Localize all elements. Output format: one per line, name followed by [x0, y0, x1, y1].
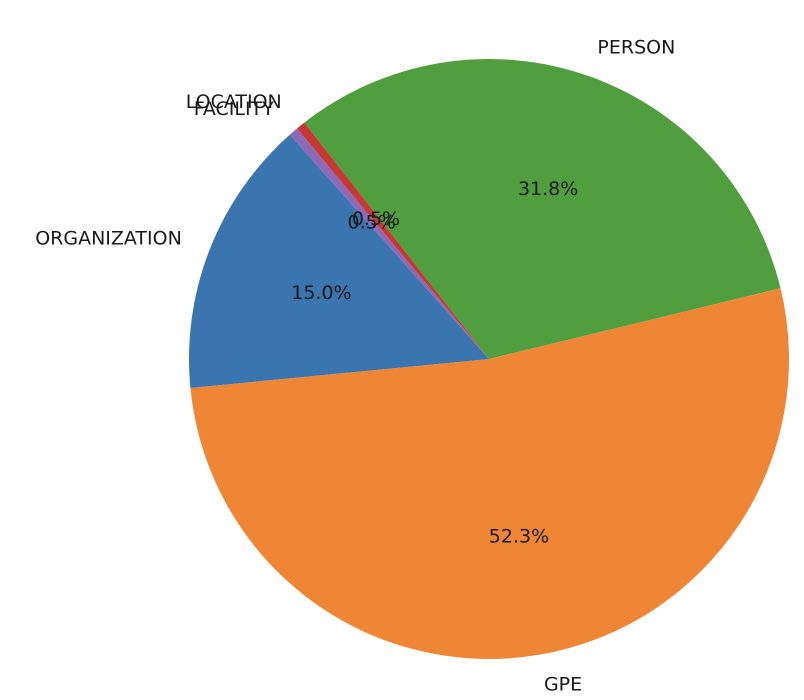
pie-slice-person — [304, 58, 781, 359]
slice-percent-gpe: 52.3% — [489, 525, 549, 547]
pie-slices — [189, 58, 789, 659]
slice-percent-facility: 0.5% — [347, 212, 395, 234]
pie-slice-facility — [289, 128, 489, 359]
slice-percent-organization: 15.0% — [291, 282, 351, 304]
pie-slice-location — [296, 122, 489, 359]
slice-label-organization: ORGANIZATION — [35, 227, 182, 249]
pie-slice-gpe — [190, 288, 789, 659]
slice-percent-location: 0.5% — [352, 208, 400, 230]
pie-slice-organization — [189, 134, 489, 388]
slice-label-person: PERSON — [597, 36, 675, 58]
slice-percent-person: 31.8% — [518, 178, 578, 200]
slice-label-location: LOCATION — [186, 91, 282, 113]
pie-labels: PERSON 31.8% GPE 52.3% ORGANIZATION 15.0% FACI… — [35, 36, 675, 695]
slice-label-gpe: GPE — [544, 673, 582, 695]
slice-label-facility: FACILITY — [194, 98, 275, 120]
